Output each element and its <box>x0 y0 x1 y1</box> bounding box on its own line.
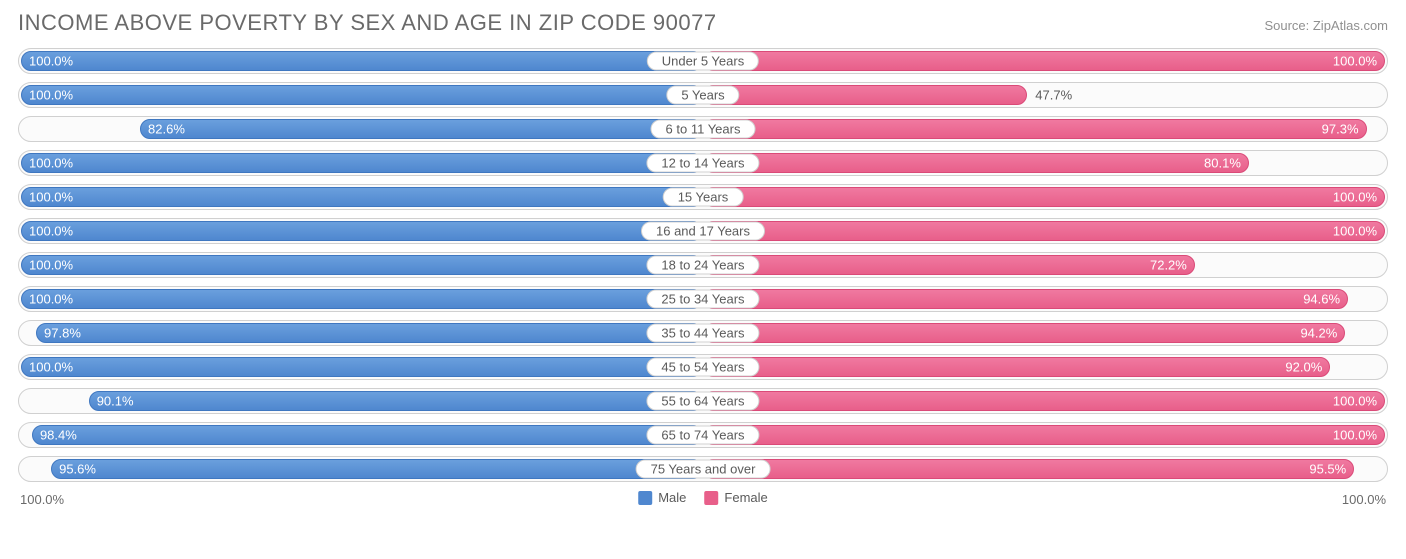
chart-header: INCOME ABOVE POVERTY BY SEX AND AGE IN Z… <box>18 10 1388 36</box>
data-row: 100.0% 100.0% 15 Years <box>18 184 1388 210</box>
male-value: 100.0% <box>29 360 73 375</box>
category-label: 12 to 14 Years <box>646 154 759 173</box>
female-bar <box>703 255 1195 275</box>
male-bar <box>36 323 703 343</box>
male-bar <box>140 119 703 139</box>
category-label: Under 5 Years <box>647 52 759 71</box>
category-label: 45 to 54 Years <box>646 358 759 377</box>
female-value: 100.0% <box>1333 190 1377 205</box>
female-bar <box>703 425 1385 445</box>
male-value: 100.0% <box>29 54 73 69</box>
category-label: 25 to 34 Years <box>646 290 759 309</box>
data-row: 100.0% 72.2% 18 to 24 Years <box>18 252 1388 278</box>
male-value: 100.0% <box>29 88 73 103</box>
data-row: 82.6% 97.3% 6 to 11 Years <box>18 116 1388 142</box>
legend-swatch-female <box>704 491 718 505</box>
female-value: 94.6% <box>1303 292 1340 307</box>
female-bar <box>703 459 1354 479</box>
male-bar <box>89 391 703 411</box>
legend-item-male: Male <box>638 490 686 505</box>
female-value: 47.7% <box>1035 88 1072 103</box>
male-bar <box>51 459 703 479</box>
category-label: 35 to 44 Years <box>646 324 759 343</box>
female-value: 80.1% <box>1204 156 1241 171</box>
female-value: 100.0% <box>1333 394 1377 409</box>
axis-label-left: 100.0% <box>20 492 64 507</box>
category-label: 5 Years <box>666 86 739 105</box>
male-value: 98.4% <box>40 428 77 443</box>
chart-footer: 100.0% Male Female 100.0% <box>18 490 1388 514</box>
male-bar <box>21 51 703 71</box>
category-label: 18 to 24 Years <box>646 256 759 275</box>
male-bar <box>21 357 703 377</box>
legend: Male Female <box>638 490 768 505</box>
legend-swatch-male <box>638 491 652 505</box>
male-value: 100.0% <box>29 156 73 171</box>
female-bar <box>703 187 1385 207</box>
category-label: 15 Years <box>663 188 744 207</box>
male-bar <box>32 425 703 445</box>
data-row: 98.4% 100.0% 65 to 74 Years <box>18 422 1388 448</box>
data-row: 97.8% 94.2% 35 to 44 Years <box>18 320 1388 346</box>
male-bar <box>21 221 703 241</box>
chart-source: Source: ZipAtlas.com <box>1264 18 1388 33</box>
legend-label-male: Male <box>658 490 686 505</box>
male-value: 100.0% <box>29 258 73 273</box>
data-row: 100.0% 80.1% 12 to 14 Years <box>18 150 1388 176</box>
female-value: 92.0% <box>1285 360 1322 375</box>
category-label: 16 and 17 Years <box>641 222 765 241</box>
chart-container: INCOME ABOVE POVERTY BY SEX AND AGE IN Z… <box>0 0 1406 522</box>
data-row: 100.0% 92.0% 45 to 54 Years <box>18 354 1388 380</box>
data-row: 100.0% 47.7% 5 Years <box>18 82 1388 108</box>
male-value: 82.6% <box>148 122 185 137</box>
female-bar <box>703 289 1348 309</box>
female-value: 100.0% <box>1333 428 1377 443</box>
male-value: 97.8% <box>44 326 81 341</box>
female-value: 95.5% <box>1309 462 1346 477</box>
female-value: 97.3% <box>1322 122 1359 137</box>
male-bar <box>21 153 703 173</box>
legend-label-female: Female <box>724 490 767 505</box>
male-value: 90.1% <box>97 394 134 409</box>
female-bar <box>703 391 1385 411</box>
data-row: 100.0% 100.0% Under 5 Years <box>18 48 1388 74</box>
female-value: 100.0% <box>1333 224 1377 239</box>
female-bar <box>703 221 1385 241</box>
female-bar <box>703 153 1249 173</box>
chart-title: INCOME ABOVE POVERTY BY SEX AND AGE IN Z… <box>18 10 717 36</box>
female-value: 94.2% <box>1300 326 1337 341</box>
male-bar <box>21 255 703 275</box>
data-row: 95.6% 95.5% 75 Years and over <box>18 456 1388 482</box>
female-bar <box>703 323 1345 343</box>
data-row: 100.0% 100.0% 16 and 17 Years <box>18 218 1388 244</box>
female-value: 100.0% <box>1333 54 1377 69</box>
male-bar <box>21 85 703 105</box>
legend-item-female: Female <box>704 490 767 505</box>
male-value: 100.0% <box>29 292 73 307</box>
data-row: 90.1% 100.0% 55 to 64 Years <box>18 388 1388 414</box>
female-bar <box>703 119 1367 139</box>
data-row: 100.0% 94.6% 25 to 34 Years <box>18 286 1388 312</box>
female-value: 72.2% <box>1150 258 1187 273</box>
male-bar <box>21 187 703 207</box>
male-bar <box>21 289 703 309</box>
female-bar <box>703 85 1027 105</box>
category-label: 55 to 64 Years <box>646 392 759 411</box>
category-label: 65 to 74 Years <box>646 426 759 445</box>
axis-label-right: 100.0% <box>1342 492 1386 507</box>
male-value: 95.6% <box>59 462 96 477</box>
chart-rows: 100.0% 100.0% Under 5 Years 100.0% 47.7% 5 Ye… <box>18 48 1388 482</box>
male-value: 100.0% <box>29 224 73 239</box>
category-label: 75 Years and over <box>636 460 771 479</box>
category-label: 6 to 11 Years <box>651 120 756 139</box>
female-bar <box>703 357 1330 377</box>
male-value: 100.0% <box>29 190 73 205</box>
female-bar <box>703 51 1385 71</box>
